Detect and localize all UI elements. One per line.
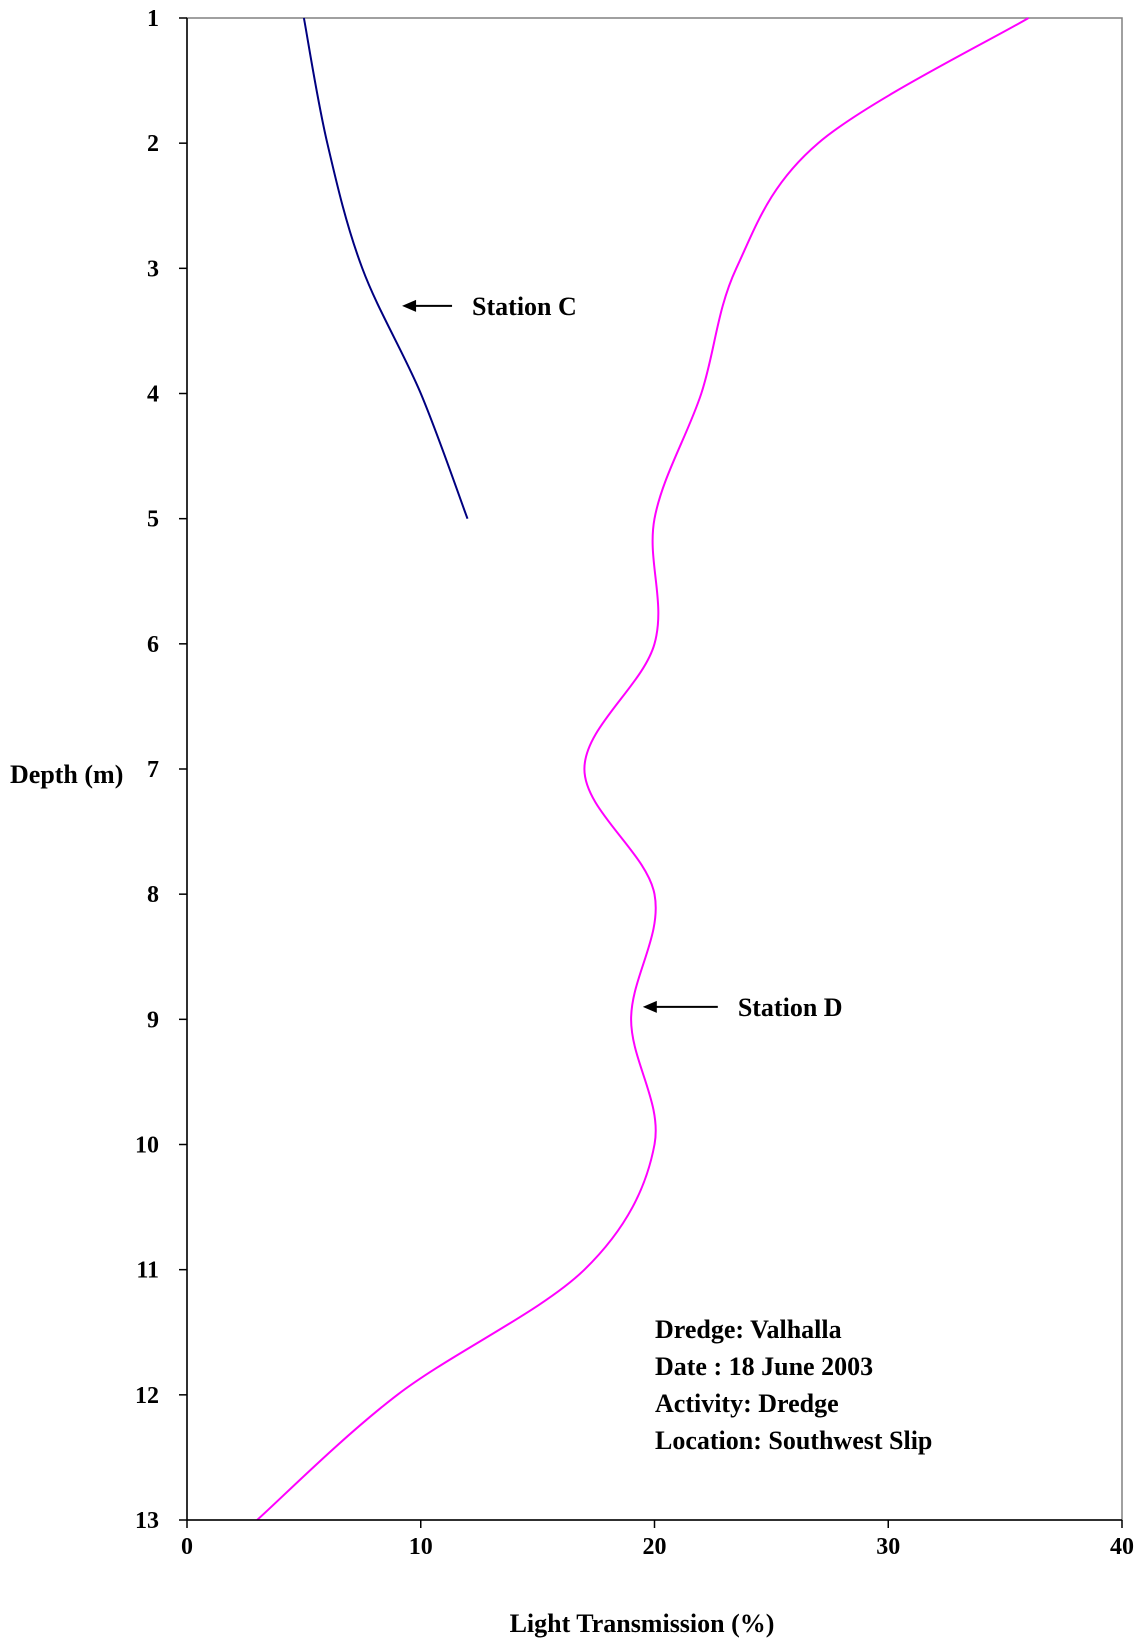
annotation-arrow-head [402, 299, 417, 312]
annotations: Station C Station D [402, 292, 843, 1022]
x-axis-title: Light Transmission (%) [510, 1609, 775, 1638]
annotation-label: Station C [472, 292, 577, 321]
plot-area [186, 17, 1123, 1521]
info-line: Date : 18 June 2003 [655, 1352, 873, 1381]
y-tick-label: 9 [147, 1007, 159, 1033]
info-box: Dredge: Valhalla Date : 18 June 2003 Activ… [655, 1315, 932, 1455]
y-tick-label: 10 [135, 1133, 159, 1159]
y-tick-label: 13 [135, 1508, 159, 1534]
annotation-label: Station D [738, 993, 843, 1022]
x-tick-label: 40 [1110, 1534, 1134, 1560]
info-line: Activity: Dredge [655, 1389, 839, 1418]
y-tick-label: 11 [136, 1258, 159, 1284]
series-line-station-d [256, 17, 1030, 1521]
y-tick-label: 1 [147, 6, 159, 32]
y-tick-label: 7 [147, 757, 159, 783]
series-lines [256, 17, 1030, 1521]
x-tick-label: 10 [409, 1534, 433, 1560]
annotation-arrow-head [642, 1000, 657, 1013]
y-tick-label: 12 [135, 1383, 159, 1409]
x-tick-label: 0 [181, 1534, 193, 1560]
y-tick-label: 8 [147, 882, 159, 908]
y-tick-label: 6 [147, 632, 159, 658]
x-tick-label: 20 [643, 1534, 667, 1560]
y-tick-label: 3 [147, 256, 159, 282]
x-axis-ticks: 0 10 20 30 40 [181, 1520, 1134, 1560]
y-tick-label: 5 [147, 507, 159, 533]
info-line: Dredge: Valhalla [655, 1315, 842, 1344]
series-line-station-c [302, 17, 469, 520]
y-axis-title: Depth (m) [10, 760, 123, 789]
y-tick-label: 4 [147, 382, 159, 408]
info-line: Location: Southwest Slip [655, 1426, 932, 1455]
y-tick-label: 2 [147, 131, 159, 157]
x-tick-label: 30 [876, 1534, 900, 1560]
